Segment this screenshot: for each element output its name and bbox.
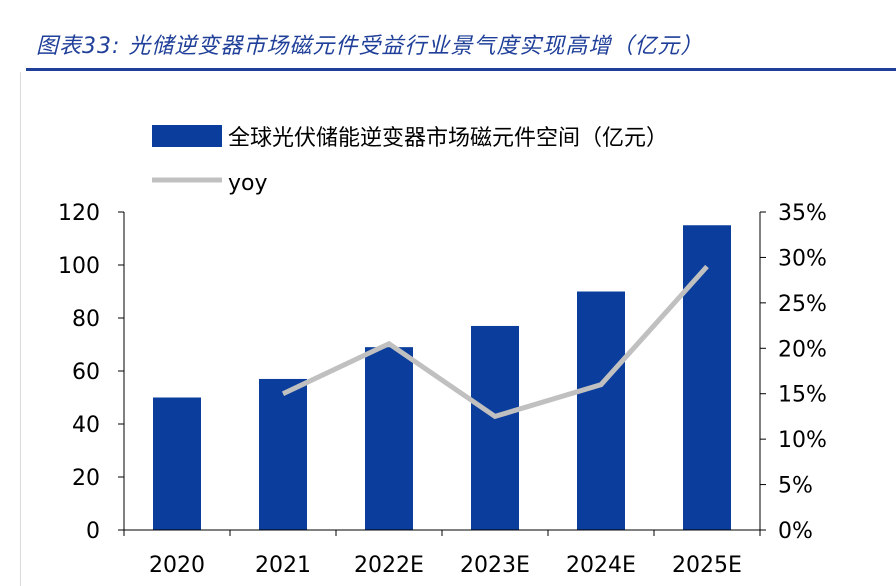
right-tick-label: 35% [778,201,827,226]
x-tick-label: 2025E [672,553,742,578]
left-tick-label: 40 [72,413,100,438]
x-tick-label: 2023E [460,553,530,578]
frame-left-border [20,72,21,586]
x-tick-label: 2021 [255,553,311,578]
right-tick-label: 15% [778,383,827,408]
title-bar: 图表33: 光储逆变器市场磁元件受益行业景气度实现高增（亿元） [0,0,896,72]
x-tick-label: 2024E [566,553,636,578]
bar [577,291,625,530]
legend-bar-swatch [152,125,222,147]
left-tick-label: 100 [58,254,100,279]
legend-line-label: yoy [228,171,268,196]
left-tick-label: 60 [72,360,100,385]
right-tick-label: 20% [778,337,827,362]
bar [153,397,201,530]
left-axis: 0 20 40 60 80 100 120 [58,201,125,544]
right-tick-label: 0% [778,519,813,544]
right-axis: 0% 5% 10% 15% 20% 25% 30% 35% [759,201,827,544]
bar [683,225,731,530]
bar [471,325,519,530]
chart-title: 图表33: 光储逆变器市场磁元件受益行业景气度实现高增（亿元） [36,34,704,59]
right-tick-label: 5% [778,474,813,499]
legend: 全球光伏储能逆变器市场磁元件空间（亿元） yoy [152,125,668,196]
yoy-series [281,264,709,420]
left-tick-label: 0 [86,519,100,544]
left-tick-label: 80 [72,307,100,332]
left-tick-label: 20 [72,466,100,491]
x-tick-label: 2020 [149,553,205,578]
x-axis: 2020 2021 2022E 2023E 2024E 2025E [123,529,761,578]
bar-series [153,225,731,530]
right-tick-label: 10% [778,428,827,453]
legend-bar-label: 全球光伏储能逆变器市场磁元件空间（亿元） [228,126,668,151]
bar [259,378,307,530]
title-underline [26,68,896,71]
x-tick-label: 2022E [354,553,424,578]
right-tick-label: 25% [778,292,827,317]
left-tick-label: 120 [58,201,100,226]
bar [365,347,413,530]
right-tick-label: 30% [778,246,827,271]
